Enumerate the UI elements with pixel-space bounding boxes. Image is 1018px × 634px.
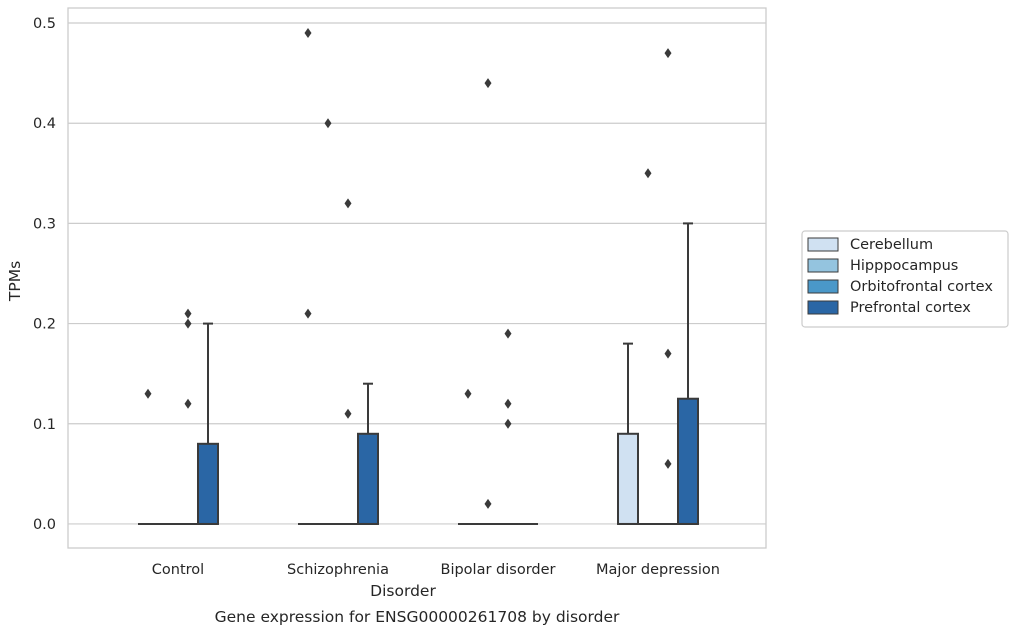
y-axis-label: TPMs [6, 261, 24, 302]
x-tick-label: Major depression [596, 562, 720, 578]
series-2 [178, 48, 678, 525]
outlier-point [504, 328, 512, 339]
x-tick-label: Schizophrenia [287, 562, 389, 578]
box [617, 432, 639, 525]
series-0 [138, 28, 639, 525]
outlier-point [664, 458, 672, 469]
legend-label: Prefrontal cortex [850, 300, 971, 316]
y-tick-labels: 0.0 0.1 0.2 0.3 0.4 0.5 [33, 16, 56, 533]
outlier-point [484, 78, 492, 89]
y-tick-label: 0.1 [33, 417, 56, 433]
box-series [138, 28, 699, 525]
outlier-point [184, 318, 192, 329]
outlier-point [184, 308, 192, 319]
outlier-point [464, 388, 472, 399]
series-1 [158, 78, 658, 525]
y-tick-label: 0.5 [33, 16, 56, 32]
outlier-point [504, 418, 512, 429]
legend-frame [801, 230, 1009, 328]
legend-label: Cerebellum [850, 237, 933, 253]
x-tick-label: Bipolar disorder [441, 562, 556, 578]
outlier-point [484, 498, 492, 509]
y-tick-label: 0.2 [33, 317, 56, 333]
outlier-point [664, 348, 672, 359]
box [357, 432, 379, 525]
legend-swatch [807, 258, 839, 273]
box [677, 397, 699, 525]
outlier-point [504, 398, 512, 409]
box [197, 442, 219, 525]
plot-frame [67, 7, 767, 549]
outlier-point [664, 48, 672, 59]
legend-swatch [807, 300, 839, 315]
outlier-point [344, 408, 352, 419]
y-tick-label: 0.0 [33, 517, 56, 533]
y-gridlines [68, 22, 766, 525]
outlier-point [184, 398, 192, 409]
outlier-point [344, 198, 352, 209]
outlier-point [304, 308, 312, 319]
legend-swatch [807, 237, 839, 252]
y-tick-label: 0.3 [33, 216, 56, 232]
series-3 [197, 222, 699, 525]
x-tick-labels: Control Schizophrenia Bipolar disorder Majo… [152, 562, 720, 578]
legend-swatch [807, 279, 839, 294]
x-tick-label: Control [152, 562, 204, 578]
outlier-point [644, 168, 652, 179]
outlier-point [324, 118, 332, 129]
outlier-point [144, 388, 152, 399]
y-tick-label: 0.4 [33, 116, 56, 132]
legend: Cerebellum Hipppocampus Orbitofrontal cort… [801, 230, 1009, 328]
chart-caption: Gene expression for ENSG00000261708 by d… [215, 608, 620, 626]
legend-label: Hipppocampus [850, 258, 958, 274]
x-axis-label: Disorder [370, 582, 436, 600]
legend-label: Orbitofrontal cortex [850, 279, 993, 295]
outlier-point [304, 28, 312, 39]
